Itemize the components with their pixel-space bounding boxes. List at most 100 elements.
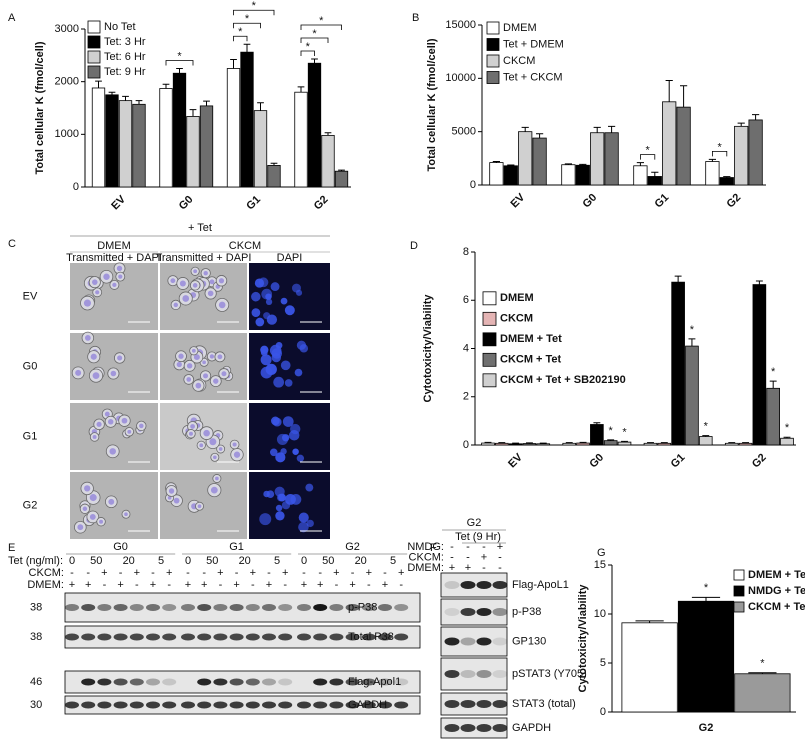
band [476, 700, 492, 708]
band [229, 633, 244, 641]
bar [186, 116, 200, 188]
nucleus [221, 371, 227, 377]
lane-sign: + [266, 579, 272, 591]
band [146, 701, 160, 709]
significance-bracket [712, 151, 728, 157]
x-tick-label: G2 [312, 193, 331, 212]
bar [671, 281, 685, 446]
nucleus [217, 354, 223, 360]
band [394, 604, 409, 611]
significance-bracket [300, 24, 342, 31]
lane-sign: - [186, 567, 190, 579]
blot-label: STAT3 (total) [512, 698, 576, 710]
panel-letter: C [8, 238, 16, 250]
nucleus [269, 344, 282, 357]
band [81, 604, 96, 611]
row-label: DMEM: [407, 562, 444, 574]
band [213, 633, 228, 641]
x-tick-label: G2 [750, 451, 769, 470]
nucleus [121, 417, 128, 424]
nucleus [291, 283, 301, 293]
error-bar [680, 85, 688, 108]
lane-sign: - [103, 579, 107, 591]
significance-bracket [300, 37, 329, 44]
lane-sign: - [202, 567, 206, 579]
bar [738, 442, 753, 446]
nucleus [280, 360, 291, 371]
nucleus [193, 354, 200, 361]
lane-sign: + [166, 567, 172, 579]
y-tick-label: 8 [463, 246, 469, 258]
band [444, 670, 460, 678]
nucleus [95, 290, 100, 295]
nucleus [186, 377, 192, 382]
bar [118, 100, 133, 188]
lane-sign: + [449, 562, 455, 574]
dose-label: 0 [185, 555, 191, 567]
bar [518, 131, 533, 186]
bar [495, 442, 509, 446]
y-tick-label: 0 [73, 181, 79, 193]
nucleus [188, 431, 193, 436]
band [345, 633, 360, 641]
error-bar [755, 280, 763, 285]
y-tick-label: 15 [594, 559, 606, 571]
nucleus [192, 283, 198, 288]
band [129, 633, 144, 641]
band [262, 633, 276, 641]
micrograph [70, 263, 158, 330]
row-label: G2 [23, 499, 38, 511]
bar [604, 132, 619, 186]
nucleus [209, 438, 217, 446]
nucleus [255, 317, 265, 327]
nucleus [84, 485, 91, 492]
bar [603, 440, 618, 446]
band [329, 633, 344, 641]
y-tick-label: 2000 [55, 76, 79, 88]
bar [172, 72, 187, 188]
x-tick-label: G0 [587, 451, 606, 470]
x-tick-label: EV [508, 191, 527, 210]
band [492, 581, 508, 589]
band [444, 637, 460, 646]
nucleus [178, 353, 184, 359]
y-axis-title: Cytotoxicity/Viability [422, 294, 434, 403]
lane-sign: - [119, 567, 123, 579]
blot-label: p-P38 [512, 606, 541, 618]
nucleus [92, 279, 98, 285]
legend-label: CKCM [503, 55, 535, 67]
band [278, 701, 293, 709]
nucleus [273, 376, 285, 388]
y-tick-label: 10000 [445, 72, 476, 84]
group-label: CKCM [229, 240, 261, 252]
panel-letter: E [8, 542, 15, 554]
nucleus [305, 483, 314, 492]
nucleus [92, 434, 97, 439]
x-tick-label: G2 [724, 191, 743, 210]
legend-label: CKCM + Tet + SB202190 [500, 374, 626, 386]
nucleus [82, 506, 88, 512]
band [278, 678, 293, 686]
error-bar [674, 275, 682, 283]
y-axis-title: Total cellular K (fmol/cell) [34, 41, 46, 174]
dose-label: 0 [301, 555, 307, 567]
legend-swatch [486, 54, 500, 68]
error-bar [297, 86, 305, 93]
nucleus [271, 352, 281, 363]
nucleus [213, 378, 219, 384]
lane-sign: + [150, 579, 156, 591]
band [97, 604, 112, 611]
nucleus [298, 512, 309, 523]
x-tick-label: G1 [652, 191, 671, 210]
significance-bracket [233, 22, 261, 29]
bar [698, 436, 713, 446]
significance-star: * [704, 420, 709, 432]
row-label: CKCM: [409, 551, 444, 563]
row-label: Tet (ng/ml): [8, 555, 63, 567]
significance-star: * [609, 425, 614, 437]
y-tick-label: 1000 [55, 128, 79, 140]
band [245, 678, 260, 686]
legend-swatch [486, 38, 500, 51]
nucleus [210, 486, 218, 494]
band [162, 701, 177, 709]
